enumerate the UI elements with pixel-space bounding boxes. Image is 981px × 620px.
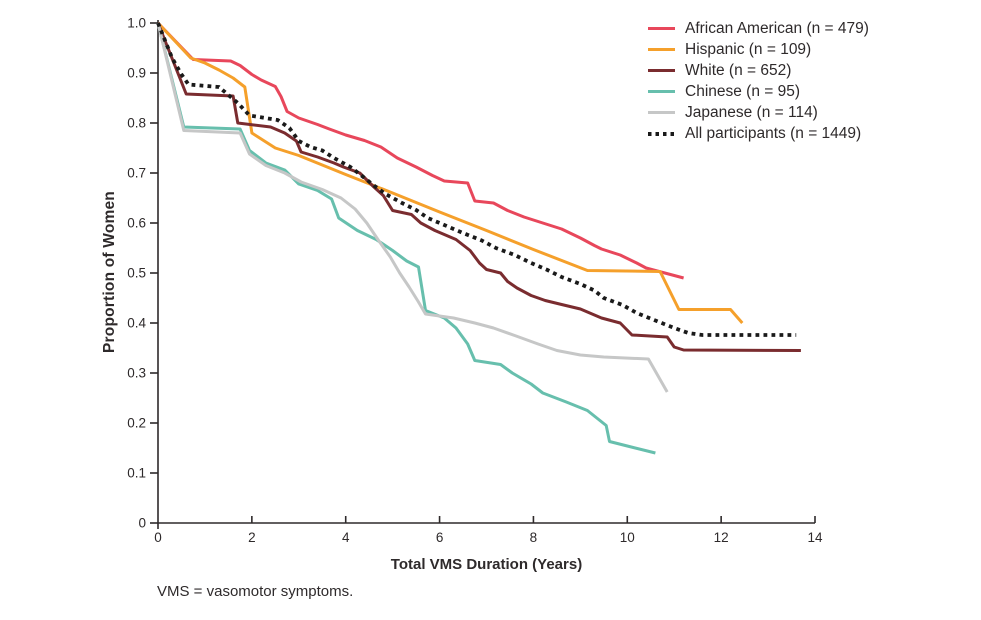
- y-tick-label: 0.4: [127, 316, 146, 331]
- x-tick-label: 12: [714, 530, 729, 545]
- y-tick-label: 0.2: [127, 416, 146, 431]
- y-tick-label: 0: [138, 516, 146, 531]
- series-line-3: [156, 22, 801, 352]
- y-tick-label: 1.0: [127, 16, 146, 31]
- legend-item: All participants (n = 1449): [648, 123, 869, 144]
- x-tick-label: 10: [620, 530, 635, 545]
- legend-item: African American (n = 479): [648, 18, 869, 39]
- y-tick-label: 0.5: [127, 266, 146, 281]
- x-axis-title: Total VMS Duration (Years): [390, 556, 583, 573]
- legend-item: Japanese (n = 114): [648, 102, 869, 123]
- legend-label: Japanese (n = 114): [685, 103, 818, 121]
- legend-label: All participants (n = 1449): [685, 124, 862, 142]
- legend-swatch-solid: [648, 111, 675, 114]
- legend-label: Chinese (n = 95): [685, 82, 801, 100]
- y-tick-label: 0.6: [127, 216, 146, 231]
- legend-item: Hispanic (n = 109): [648, 39, 869, 60]
- y-tick-label: 0.1: [127, 466, 146, 481]
- legend-label: African American (n = 479): [685, 19, 869, 37]
- y-tick-label: 0.9: [127, 66, 146, 81]
- y-tick-label: 0.3: [127, 366, 146, 381]
- legend-swatch-solid: [648, 48, 675, 51]
- legend-label: White (n = 652): [685, 61, 792, 79]
- x-tick-label: 2: [248, 530, 256, 545]
- y-tick-label: 0.7: [127, 166, 146, 181]
- legend-item: Chinese (n = 95): [648, 81, 869, 102]
- series-line-1: [156, 21, 684, 280]
- series-line-2: [156, 21, 744, 324]
- x-tick-label: 6: [436, 530, 444, 545]
- x-tick-label: 14: [807, 530, 823, 545]
- legend-swatch-solid: [648, 69, 675, 72]
- legend-swatch-solid: [648, 27, 675, 30]
- series-line-5: [156, 22, 669, 393]
- y-tick-label: 0.8: [127, 116, 146, 131]
- legend-item: White (n = 652): [648, 60, 869, 81]
- legend-label: Hispanic (n = 109): [685, 40, 812, 58]
- legend-swatch-solid: [648, 90, 675, 93]
- series-line-6: [156, 22, 797, 337]
- x-tick-label: 8: [530, 530, 538, 545]
- y-axis-title: Proportion of Women: [101, 191, 118, 353]
- series-line-4: [156, 22, 656, 455]
- legend: African American (n = 479) Hispanic (n = …: [648, 18, 869, 144]
- footnote: VMS = vasomotor symptoms.: [157, 583, 354, 600]
- legend-swatch-dotted: [648, 131, 675, 136]
- x-tick-label: 0: [154, 530, 162, 545]
- x-tick-label: 4: [342, 530, 350, 545]
